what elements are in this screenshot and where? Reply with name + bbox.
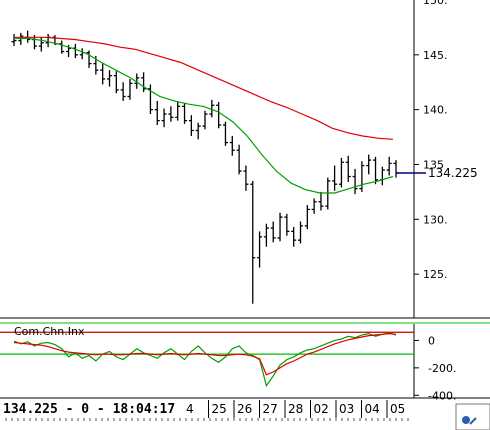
price-y-axis: 145. 140. 135 130. 125. 150. <box>414 0 448 281</box>
price-bar <box>373 156 379 185</box>
date-label: 4 <box>186 402 194 416</box>
price-bar <box>277 212 283 242</box>
price-bar <box>393 160 399 178</box>
date-label: 03 <box>339 402 354 416</box>
chart-settings-icon-arrow <box>469 417 477 425</box>
price-bar <box>195 122 201 140</box>
price-bar <box>318 191 324 211</box>
price-bar <box>304 205 310 230</box>
price-bar <box>236 144 242 175</box>
price-bar <box>120 82 126 101</box>
price-bar <box>243 165 249 191</box>
price-bar <box>100 63 106 85</box>
chart-settings-icon-dot <box>462 416 470 424</box>
indicator-y-tick-label: -400. <box>428 389 456 402</box>
date-label: 27 <box>263 402 278 416</box>
price-bar <box>222 121 228 146</box>
price-bar <box>107 70 112 87</box>
price-bar <box>113 71 119 94</box>
price-bar <box>188 115 194 136</box>
date-label: 02 <box>314 402 329 416</box>
date-label: 26 <box>237 402 252 416</box>
price-bar <box>175 101 181 121</box>
indicator-title: Com.Chn.Inx <box>14 325 85 338</box>
indicator-y-tick-label: 0 <box>428 334 435 347</box>
indicator-y-axis: 0 -200. -400. <box>414 334 456 402</box>
price-bar <box>332 165 338 191</box>
price-bar <box>168 106 174 122</box>
date-label: 25 <box>212 402 227 416</box>
date-label: 05 <box>390 402 405 416</box>
price-y-tick-label: 145. <box>423 49 448 62</box>
price-bar <box>127 78 133 100</box>
price-y-tick-label: 150. <box>423 0 448 7</box>
indicator-cci-line <box>13 332 397 388</box>
current-price-label: 134.225 <box>428 166 478 180</box>
price-bar <box>182 103 188 124</box>
date-label: 04 <box>365 402 380 416</box>
price-y-tick-label: 130. <box>423 213 448 226</box>
price-bar <box>352 168 358 195</box>
price-bar <box>161 108 167 128</box>
price-bar <box>298 221 303 244</box>
price-bar <box>311 198 317 214</box>
chart-settings-icon-frame <box>455 403 490 430</box>
date-axis: 4 25 26 27 28 02 03 04 05 <box>5 400 409 421</box>
price-bar <box>154 100 160 126</box>
price-bar <box>86 50 92 68</box>
price-bar <box>291 226 297 247</box>
indicator-y-tick-label: -200. <box>428 362 456 375</box>
price-bar <box>45 33 51 48</box>
price-bar <box>11 33 17 47</box>
price-bar <box>359 161 365 192</box>
indicator-panel <box>0 331 414 388</box>
price-y-tick-label: 140. <box>423 104 448 117</box>
status-readout: 134.225 - 0 - 18:04:17 <box>3 402 175 417</box>
price-bar <box>345 155 351 183</box>
price-bar <box>257 231 263 268</box>
price-bar <box>284 213 290 236</box>
price-bar <box>38 37 44 52</box>
price-bar <box>229 135 235 156</box>
price-bar <box>216 101 222 129</box>
date-label: 28 <box>288 402 303 416</box>
price-bar <box>202 110 208 130</box>
price-bar <box>250 180 256 304</box>
price-bar <box>79 48 85 60</box>
price-bar <box>366 154 372 175</box>
price-bar <box>338 157 344 188</box>
price-y-tick-label: 135 <box>423 158 444 171</box>
price-bar <box>59 40 65 54</box>
chart-settings-icon[interactable] <box>455 403 490 430</box>
price-bar <box>386 156 392 176</box>
price-bar <box>72 43 78 59</box>
price-bar <box>379 166 385 186</box>
price-panel: 134.225 <box>11 30 478 304</box>
price-bar <box>263 223 269 247</box>
price-bar <box>134 73 140 89</box>
price-bar <box>141 72 147 93</box>
moving-average-green-line <box>14 37 394 194</box>
price-y-tick-label: 125. <box>423 268 448 281</box>
indicator-signal-line <box>13 332 397 376</box>
price-bar <box>270 221 276 243</box>
moving-average-red-line <box>14 36 394 140</box>
price-bar <box>209 99 215 118</box>
price-bar <box>147 84 153 115</box>
